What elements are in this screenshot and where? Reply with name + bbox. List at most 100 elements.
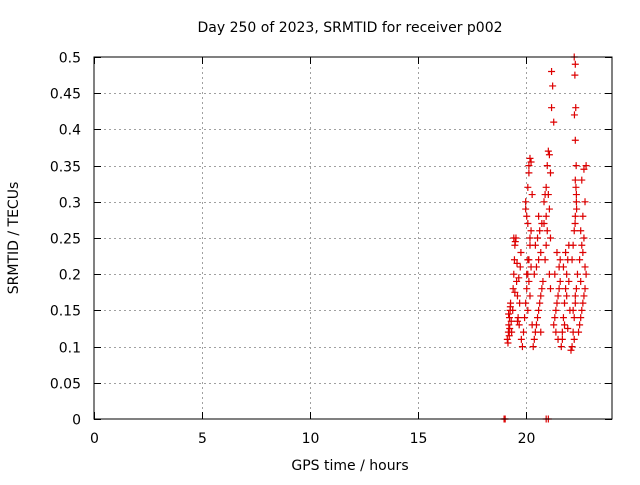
data-point [551,314,559,322]
data-point [540,220,548,228]
y-tick-label: 0.05 [50,377,81,393]
y-axis-label: SRMTID / TECUs [6,182,22,295]
data-point [559,263,567,271]
y-tick-label: 0.25 [50,232,81,248]
data-point [535,306,543,314]
y-tick-label: 0 [72,413,81,429]
data-point [553,248,561,256]
data-point [579,299,587,307]
data-point [509,285,517,293]
data-point [511,238,519,246]
data-point [524,220,532,228]
data-point [534,234,542,242]
data-point [523,270,531,278]
data-point [527,227,535,235]
data-point [510,256,518,264]
y-tick-label: 0.35 [50,160,81,176]
data-point [563,270,571,278]
data-point [516,263,524,271]
data-point [514,314,522,322]
data-point [542,183,550,191]
data-point [546,169,554,177]
data-point [525,169,533,177]
data-point [513,292,521,300]
data-point [506,303,514,311]
data-point [525,277,533,285]
data-point [515,321,523,329]
data-point [582,270,590,278]
data-point [526,154,534,162]
data-point [542,241,550,249]
data-point [562,285,570,293]
data-point [548,67,556,75]
data-point [581,285,589,293]
data-point [572,162,580,170]
data-point [571,71,579,79]
data-point [513,259,521,267]
data-point [573,205,581,213]
data-point [517,248,525,256]
data-point [571,212,579,220]
data-point [581,263,589,271]
data-point [522,198,530,206]
data-point [579,248,587,256]
data-point [571,220,579,228]
data-point [531,241,539,249]
data-point [580,165,588,173]
data-point [561,321,569,329]
data-point [544,191,552,199]
data-point [551,270,559,278]
data-point [546,234,554,242]
data-point [515,274,523,282]
data-point [572,104,580,112]
axis-ticks: 0 0.05 0.1 0.15 0.2 0.25 0.3 0.35 0.4 0.45 0.5 0 5 10… [50,51,612,447]
data-point [525,162,533,170]
data-point [557,343,565,351]
data-point [570,227,578,235]
data-point [578,176,586,184]
data-point [562,248,570,256]
data-point [507,317,515,325]
data-point [513,317,521,325]
data-point [522,205,530,213]
y-tick-label: 0.15 [50,304,81,320]
data-point [546,285,554,293]
data-point [570,314,578,322]
data-point [572,183,580,191]
data-point [532,321,540,329]
data-point [505,314,513,322]
data-point [581,198,589,206]
data-point [522,299,530,307]
data-point [543,227,551,235]
data-point [556,256,564,264]
data-point [571,136,579,144]
data-point [582,162,590,170]
data-point [537,248,545,256]
data-point [571,176,579,184]
data-point [580,292,588,300]
data-point [548,104,556,112]
data-point [572,285,580,293]
data-point [552,328,560,336]
data-point [539,277,547,285]
data-point [509,306,517,314]
y-tick-label: 0.4 [59,123,81,139]
x-tick-label: 20 [518,431,536,447]
x-tick-label: 10 [302,431,320,447]
data-point [541,256,549,264]
data-point [511,288,519,296]
data-point [510,234,518,242]
data-point [569,241,577,249]
data-point [550,118,558,126]
data-point [579,212,587,220]
data-point [564,325,572,332]
data-point [537,328,545,336]
data-point [535,212,543,220]
data-point [523,285,531,293]
data-point [508,328,516,336]
data-point [538,285,546,293]
data-point [552,306,560,314]
data-point [537,292,545,300]
